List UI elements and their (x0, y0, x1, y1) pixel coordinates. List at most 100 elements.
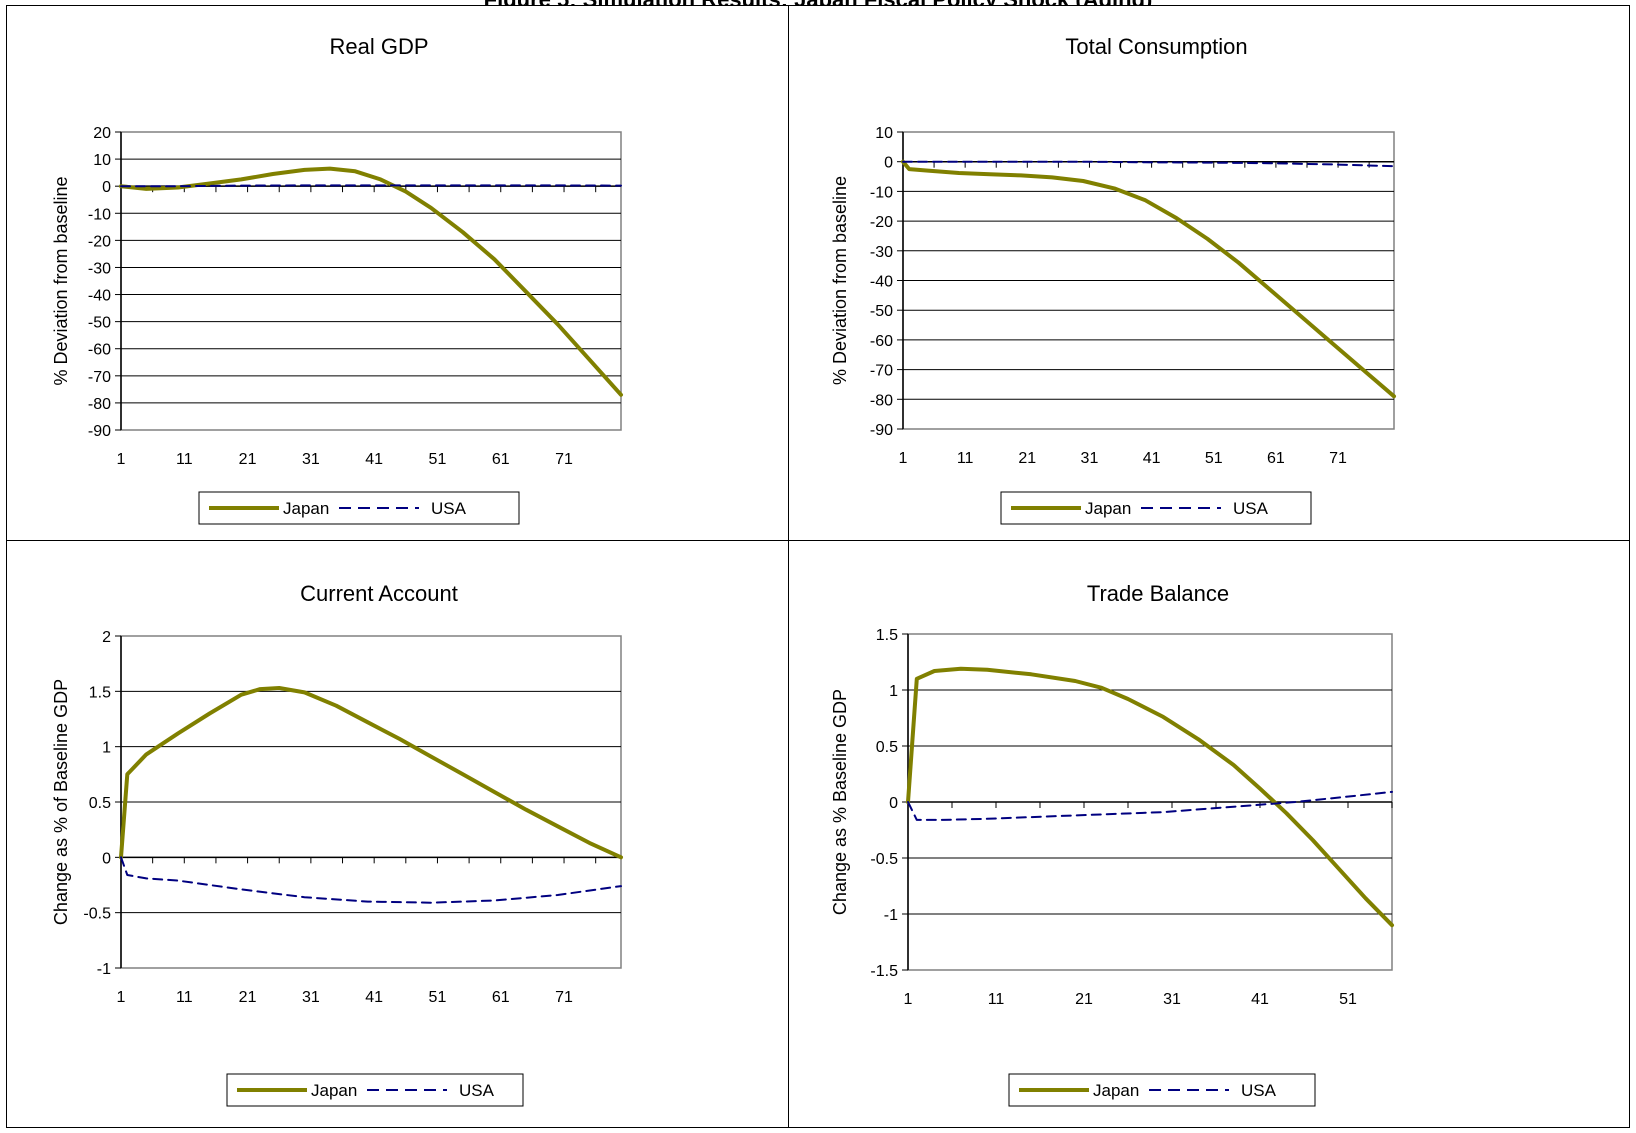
legend-label-japan: Japan (1093, 1081, 1139, 1100)
y-tick-label: 0.5 (89, 795, 111, 812)
y-tick-label: 0 (102, 850, 111, 867)
y-tick-label: 0 (102, 179, 111, 196)
chart-panel-trade-balance: Trade Balance 1.5 1 0.5 0 -0.5 -1 -1.5 1 11 21 31 41… (788, 540, 1630, 1128)
x-tick-label: 1 (117, 451, 126, 468)
y-tick-label: -30 (870, 244, 893, 261)
x-tick-label: 51 (1339, 991, 1357, 1008)
y-axis-label: % Deviation from baseline (51, 176, 71, 385)
x-tick-label: 71 (1329, 450, 1347, 467)
chart-legend: Japan USA (1000, 491, 1312, 525)
x-tick-label: 11 (176, 989, 193, 1006)
y-tick-label: -90 (88, 423, 111, 440)
y-tick-label: -10 (88, 206, 111, 223)
y-tick-label: -10 (870, 184, 893, 201)
x-tick-label: 21 (1075, 991, 1093, 1008)
y-tick-label: -50 (88, 315, 111, 332)
x-tick-label: 51 (429, 989, 447, 1006)
x-tick-label: 41 (1143, 450, 1161, 467)
series-line-usa (120, 856, 622, 904)
y-tick-label: 1.5 (89, 684, 111, 701)
y-tick-label: -50 (870, 303, 893, 320)
x-tick-label: 1 (904, 991, 913, 1008)
y-tick-label: -0.5 (83, 906, 111, 923)
y-tick-label: -70 (870, 363, 893, 380)
chart-title: Trade Balance (1087, 581, 1229, 606)
y-tick-label: -70 (88, 369, 111, 386)
y-tick-label: 1 (889, 683, 898, 700)
series-line-japan (119, 686, 623, 860)
legend-label-usa: USA (1233, 499, 1269, 518)
y-tick-label: -80 (88, 396, 111, 413)
chart-panel-real-gdp: Real GDP 20 10 0 -10 -20 -30 -40 -50 -60 -70 -80 -90… (6, 5, 790, 542)
chart-total-consumption: Total Consumption 10 0 -10 -20 -30 -40 -50 -60 -7… (830, 34, 1396, 525)
y-tick-label: -1.5 (870, 963, 898, 980)
x-tick-label: 21 (239, 451, 257, 468)
series-line-usa (120, 184, 622, 188)
y-tick-label: -20 (870, 214, 893, 231)
y-tick-label: 1.5 (876, 627, 898, 644)
y-tick-label: 0 (884, 155, 893, 172)
x-tick-label: 1 (117, 989, 126, 1006)
legend-label-japan: Japan (311, 1081, 357, 1100)
series-line-japan (119, 166, 623, 397)
series-line-japan (901, 159, 1396, 399)
y-tick-label: 0 (889, 795, 898, 812)
x-tick-label: 21 (239, 989, 257, 1006)
y-tick-label: -80 (870, 392, 893, 409)
y-tick-label: 10 (93, 152, 111, 169)
x-tick-label: 61 (492, 451, 510, 468)
y-tick-label: -40 (870, 274, 893, 291)
chart-panel-current-account: Current Account 2 1.5 1 0.5 0 -0.5 -1 1 11 21 31 41 5… (6, 540, 790, 1128)
series-line-usa (902, 160, 1395, 168)
x-tick-label: 31 (1163, 991, 1181, 1008)
y-tick-label: -1 (97, 961, 111, 978)
series-line-usa (907, 790, 1393, 821)
x-tick-label: 51 (1205, 450, 1223, 467)
y-tick-label: -0.5 (870, 851, 898, 868)
x-tick-label: 31 (302, 451, 320, 468)
x-tick-label: 51 (429, 451, 447, 468)
y-tick-label: -30 (88, 260, 111, 277)
y-tick-label: -90 (870, 422, 893, 439)
y-tick-label: -60 (88, 342, 111, 359)
chart-real-gdp: Real GDP 20 10 0 -10 -20 -30 -40 -50 -60 -70 -80 -90… (51, 34, 623, 525)
y-tick-label: 10 (875, 125, 893, 142)
y-tick-label: 20 (93, 125, 111, 142)
legend-label-usa: USA (459, 1081, 495, 1100)
y-tick-label: 2 (102, 629, 111, 646)
y-tick-label: -40 (88, 288, 111, 305)
x-tick-label: 41 (365, 989, 383, 1006)
legend-label-japan: Japan (1085, 499, 1131, 518)
x-tick-label: 11 (176, 451, 193, 468)
chart-legend: Japan USA (1008, 1073, 1316, 1107)
y-axis-label: % Deviation from baseline (830, 176, 850, 385)
x-tick-label: 71 (555, 451, 573, 468)
y-tick-label: -60 (870, 333, 893, 350)
chart-panel-total-consumption: Total Consumption 10 0 -10 -20 -30 -40 -50 -60 -7… (788, 5, 1630, 542)
legend-label-japan: Japan (283, 499, 329, 518)
legend-label-usa: USA (1241, 1081, 1277, 1100)
x-tick-label: 31 (302, 989, 320, 1006)
x-tick-label: 11 (988, 991, 1005, 1008)
y-axis-label: Change as % Baseline GDP (830, 689, 850, 915)
x-tick-label: 31 (1081, 450, 1099, 467)
series-line-japan (906, 666, 1394, 928)
chart-title: Current Account (300, 581, 458, 606)
x-tick-label: 21 (1018, 450, 1036, 467)
y-tick-label: 1 (102, 740, 111, 757)
x-tick-label: 61 (1267, 450, 1285, 467)
y-axis-label: Change as % of Baseline GDP (51, 679, 71, 925)
x-tick-label: 71 (555, 989, 573, 1006)
chart-title: Total Consumption (1065, 34, 1247, 59)
y-tick-label: -20 (88, 233, 111, 250)
x-tick-label: 41 (365, 451, 383, 468)
x-tick-label: 11 (957, 450, 974, 467)
legend-label-usa: USA (431, 499, 467, 518)
chart-legend: Japan USA (226, 1073, 524, 1107)
y-tick-label: 0.5 (876, 739, 898, 756)
chart-title: Real GDP (329, 34, 428, 59)
plot-area (120, 131, 622, 431)
x-tick-label: 1 (899, 450, 908, 467)
x-tick-label: 61 (492, 989, 510, 1006)
